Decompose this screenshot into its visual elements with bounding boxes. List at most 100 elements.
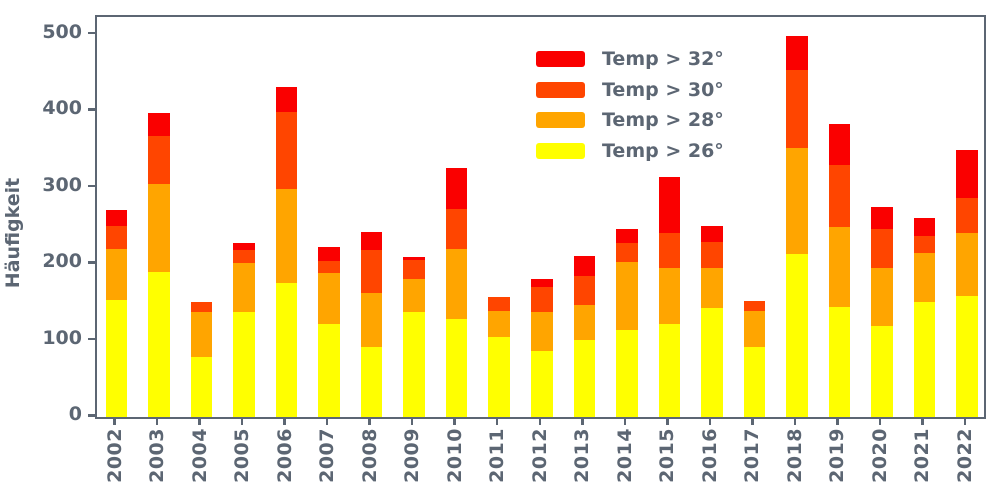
bar-segment <box>148 271 170 417</box>
legend-item: Temp > 26° <box>536 139 724 162</box>
x-tick-label: 2016 <box>698 427 721 483</box>
bar-segment <box>445 319 468 417</box>
bar-segment <box>786 70 808 148</box>
x-tick-label: 2018 <box>783 427 806 483</box>
bar-2008 <box>360 231 383 417</box>
legend-item: Temp > 30° <box>536 80 724 99</box>
bar-segment <box>743 347 766 417</box>
bar-2012 <box>531 279 553 417</box>
legend-label: Temp > 26° <box>602 139 724 162</box>
bar-segment <box>531 351 553 417</box>
bar-segment <box>190 312 213 357</box>
bar-segment <box>828 226 851 307</box>
y-tick-mark <box>88 337 95 340</box>
bar-segment <box>148 136 170 185</box>
bar-segment <box>233 263 255 313</box>
bar-2003 <box>148 113 170 417</box>
x-tick-mark <box>623 417 626 425</box>
plot-area: Temp > 32° Temp > 30° Temp > 28° Temp > 26° <box>95 15 986 419</box>
x-tick-mark <box>113 417 116 425</box>
bar-2013 <box>573 255 595 417</box>
bar-segment <box>871 267 893 326</box>
bar-segment <box>445 168 468 209</box>
bar-segment <box>786 36 808 71</box>
bar-segment <box>956 296 978 417</box>
x-tick-mark <box>155 417 159 425</box>
x-tick-mark <box>538 417 541 425</box>
bar-segment <box>531 279 553 287</box>
x-tick-label: 2004 <box>188 427 211 483</box>
bar-2006 <box>275 86 298 417</box>
y-tick-mark <box>88 184 95 187</box>
bar-2021 <box>913 218 936 417</box>
bar-segment <box>318 260 340 274</box>
x-tick-label: 2015 <box>656 427 679 483</box>
bar-segment <box>488 296 510 312</box>
legend-swatch <box>536 51 585 67</box>
bar-2015 <box>658 176 680 417</box>
y-tick-label: 400 <box>42 97 82 119</box>
bar-segment <box>318 247 340 261</box>
bar-segment <box>956 150 978 199</box>
bar-segment <box>871 206 893 229</box>
bar-segment <box>913 301 936 417</box>
legend-swatch <box>536 112 585 128</box>
bar-segment <box>445 249 468 320</box>
bar-segment <box>275 283 298 417</box>
bar-segment <box>828 124 851 165</box>
legend-label: Temp > 28° <box>602 109 724 131</box>
x-tick-mark <box>963 417 967 425</box>
bar-segment <box>360 231 383 251</box>
bar-segment <box>786 147 808 255</box>
bar-segment <box>105 299 128 417</box>
bar-2004 <box>190 302 213 417</box>
bar-segment <box>743 300 766 312</box>
bar-segment <box>105 225 128 249</box>
bar-segment <box>616 329 638 417</box>
bar-segment <box>701 225 723 242</box>
bar-segment <box>828 164 851 227</box>
bar-segment <box>233 312 255 417</box>
legend-item: Temp > 32° <box>536 48 724 70</box>
bar-segment <box>360 346 383 417</box>
bar-2022 <box>956 150 978 417</box>
legend-label: Temp > 32° <box>602 48 724 70</box>
x-tick-mark <box>410 417 414 425</box>
y-tick-label: 100 <box>42 326 82 349</box>
bar-segment <box>616 243 638 263</box>
x-tick-mark <box>878 417 882 425</box>
bar-segment <box>318 273 340 324</box>
bar-segment <box>233 243 255 251</box>
x-tick-label: 2011 <box>486 427 509 483</box>
bar-segment <box>403 257 425 261</box>
bar-segment <box>275 86 298 112</box>
x-tick-label: 2019 <box>826 427 849 483</box>
x-tick-mark <box>368 417 371 425</box>
bar-segment <box>531 312 553 352</box>
x-tick-label: 2012 <box>528 427 551 483</box>
bar-2018 <box>786 36 808 417</box>
bar-2017 <box>743 300 766 417</box>
bar-segment <box>190 302 213 313</box>
bar-segment <box>360 250 383 294</box>
x-tick-label: 2003 <box>146 427 169 483</box>
bar-segment <box>148 184 170 272</box>
bar-segment <box>701 308 723 417</box>
x-tick-label: 2017 <box>741 427 764 483</box>
y-axis-title: Häufigkeit <box>2 177 24 289</box>
bar-segment <box>913 253 936 302</box>
x-tick-label: 2010 <box>443 427 466 483</box>
x-tick-label: 2008 <box>358 427 381 483</box>
bar-segment <box>913 236 936 254</box>
legend-item: Temp > 28° <box>536 109 724 131</box>
bar-2005 <box>233 243 255 417</box>
x-tick-label: 2009 <box>401 427 424 483</box>
bar-segment <box>233 250 255 264</box>
bar-2016 <box>701 225 723 417</box>
bar-2014 <box>616 228 638 417</box>
bar-segment <box>956 233 978 297</box>
x-tick-label: 2002 <box>103 427 126 483</box>
bar-segment <box>658 232 680 268</box>
bar-segment <box>913 218 936 237</box>
x-tick-label: 2014 <box>613 427 636 483</box>
